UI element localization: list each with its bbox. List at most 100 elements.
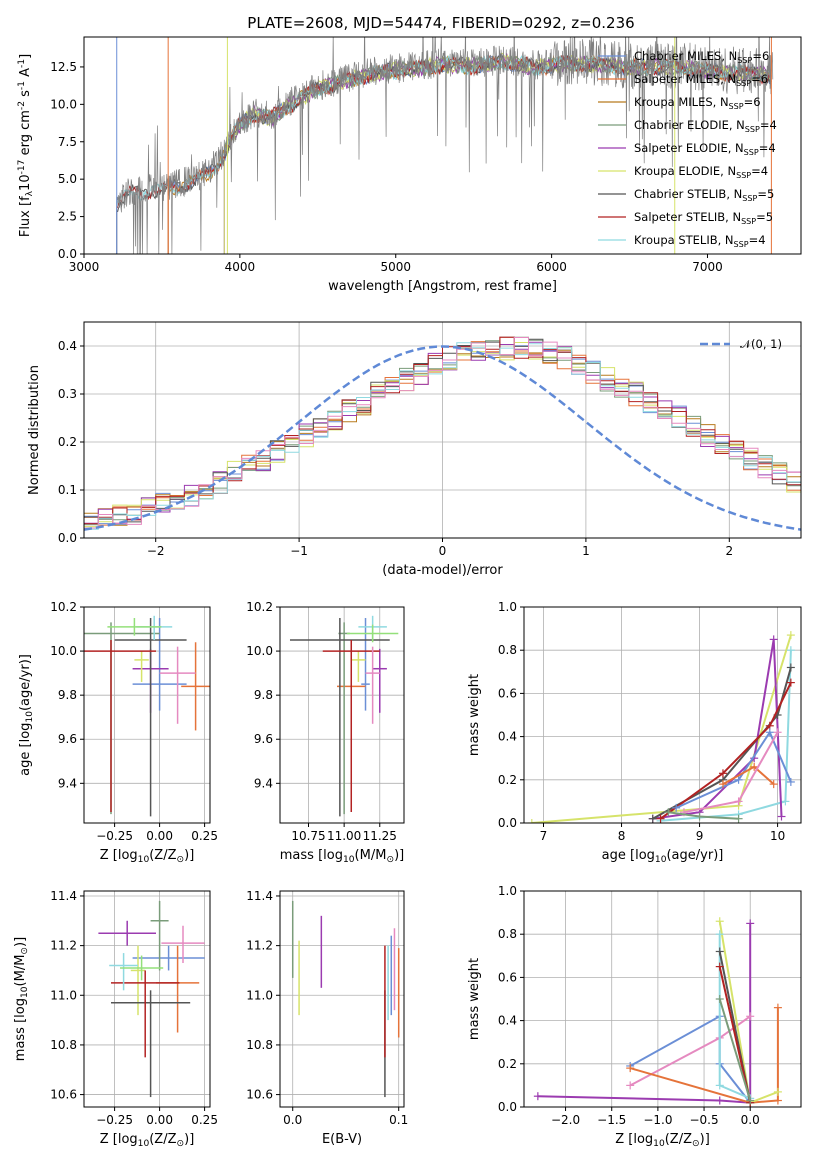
weight-line [718,998,752,1101]
y-tick-label: 11.0 [246,988,273,1002]
y-tick-label: 0.4 [498,730,517,744]
x-tick-label: 10.75 [291,829,325,843]
y-tick-label: 11.2 [50,939,77,953]
x-tick-label: −1.0 [643,1113,672,1127]
plot-area [291,900,400,1098]
y-tick-label: 10.6 [246,1088,273,1102]
age-vs-mass-panel: 10.75 11.00 11.25 9.4 9.6 9.8 10.0 10.2 mass [lo… [246,600,405,865]
y-tick-label: 10.8 [50,1038,77,1052]
y-tick-label: 10.0 [246,644,273,658]
y-tick-label: 9.4 [254,776,273,790]
x-tick-label: −2.0 [551,1113,580,1127]
legend-label: Kroupa STELIB, NSSP=4 [634,233,766,249]
x-tick-label: 1 [582,544,590,558]
legend-label: Kroupa ELODIE, NSSP=4 [634,164,768,180]
x-tick-label: 0.00 [146,1113,173,1127]
y-tick-label: 11.2 [246,939,273,953]
x-tick-label: −0.25 [96,1113,133,1127]
x-tick-label: 11.00 [327,829,361,843]
x-tick-label: 0.00 [146,829,173,843]
x-tick-label: 5000 [380,260,411,274]
axes-frame [279,606,405,824]
y-tick-label: 0.0 [58,247,77,261]
x-tick-label: 6000 [536,260,567,274]
y-tick-label: 0.0 [498,816,517,830]
y-axis-label: Flux [fλ10-17 erg cm-2 s-1 A-1] [17,54,35,237]
x-tick-label: 0 [439,544,447,558]
axes-frame [83,36,802,255]
spectrum-panel: 3000 4000 5000 6000 7000 0.0 2.5 5.0 7.5 10.0 12.5… [17,36,802,294]
normal-curve-line [84,345,801,531]
y-tick-label: 9.6 [254,732,273,746]
y-tick-label: 2.5 [58,210,77,224]
x-axis-label: mass [log10(M/M⊙)] [280,848,404,865]
y-tick-label: 11.4 [246,889,273,903]
y-tick-label: 0.8 [498,927,517,941]
spectrum-title: PLATE=2608, MJD=54474, FIBERID=0292, z=0… [247,14,634,32]
y-tick-label: 12.5 [50,60,77,74]
legend-label: Chabrier ELODIE, NSSP=4 [634,118,777,134]
weight-vs-age-panel: 7 8 9 10 0.0 0.2 0.4 0.6 0.8 1.0 age [log10(age/yr… [467,600,802,865]
legend-label: Chabrier MILES, NSSP=6 [634,49,769,65]
x-tick-label: 4000 [225,260,256,274]
weight-line [629,1007,779,1104]
y-tick-label: 10.0 [50,97,77,111]
x-axis-label: Z [log10(Z/Z⊙)] [100,848,195,865]
plot-area [289,615,399,817]
y-tick-label: 10.6 [50,1088,77,1102]
y-tick-label: 0.2 [58,435,77,449]
y-tick-label: 1.0 [498,600,517,614]
x-tick-label: −2 [147,544,165,558]
legend-label: Salpeter ELODIE, NSSP=4 [634,141,776,157]
y-tick-label: 5.0 [58,172,77,186]
legend-label: Salpeter MILES, NSSP=6 [634,72,768,88]
y-tick-label: 9.4 [58,776,77,790]
x-tick-label: 8 [618,829,626,843]
weight-line [675,730,792,809]
y-tick-label: 7.5 [58,135,77,149]
plot-area [533,917,782,1107]
x-tick-label: 0.25 [191,1113,218,1127]
y-tick-label: 0.1 [58,483,77,497]
x-tick-label: −1.5 [597,1113,626,1127]
weight-vs-metallicity-panel: −2.0 −1.5 −1.0 −0.5 0.0 0.0 0.2 0.4 0.6 0.8 1.0 Z [… [467,884,802,1149]
y-tick-label: 10.0 [50,644,77,658]
y-axis-label: age [log10(age/yr)] [18,654,35,776]
axes-frame [83,606,211,824]
y-axis-label: Normed distribution [27,365,42,495]
mass-vs-metallicity-panel: −0.25 0.00 0.25 10.6 10.8 11.0 11.2 11.4 Z [log1… [13,889,218,1149]
plot-area [527,631,795,823]
plot-area [84,615,210,817]
observed-spectrum-line [116,37,774,254]
x-tick-label: 0.0 [283,1113,302,1127]
x-tick-label: 7 [540,829,548,843]
weight-line [718,966,752,1103]
y-axis-label: mass weight [467,674,482,756]
legend-label: Salpeter STELIB, NSSP=5 [634,210,773,226]
y-tick-label: 10.8 [246,1038,273,1052]
y-tick-label: 0.2 [498,1057,517,1071]
x-axis-label: wavelength [Angstrom, rest frame] [328,279,557,294]
axes-frame [523,890,802,1108]
x-tick-label: 10 [770,829,785,843]
y-tick-label: 0.6 [498,686,517,700]
x-tick-label: −0.5 [689,1113,718,1127]
x-axis-label: Z [log10(Z/Z⊙)] [100,1132,195,1149]
x-tick-label: 0.1 [389,1113,408,1127]
axes-frame [279,890,405,1108]
legend-label: Chabrier STELIB, NSSP=5 [634,187,774,203]
x-tick-label: 9 [696,829,704,843]
mass-vs-ebv-panel: 0.0 0.1 10.6 10.8 11.0 11.2 11.4 E(B-V) [246,889,408,1147]
x-tick-label: 3000 [69,260,100,274]
x-tick-label: 11.25 [363,829,397,843]
residuals-panel: −2 −1 0 1 2 0.0 0.1 0.2 0.3 0.4 (data-model)/error… [27,321,802,578]
y-tick-label: 0.2 [498,773,517,787]
axes-frame [83,890,211,1108]
x-tick-label: 0.25 [191,829,218,843]
y-tick-label: 10.2 [246,600,273,614]
y-tick-label: 9.8 [254,688,273,702]
y-tick-label: 11.4 [50,889,77,903]
x-tick-label: 7000 [692,260,723,274]
x-tick-label: −1 [290,544,308,558]
y-tick-label: 0.0 [498,1100,517,1114]
